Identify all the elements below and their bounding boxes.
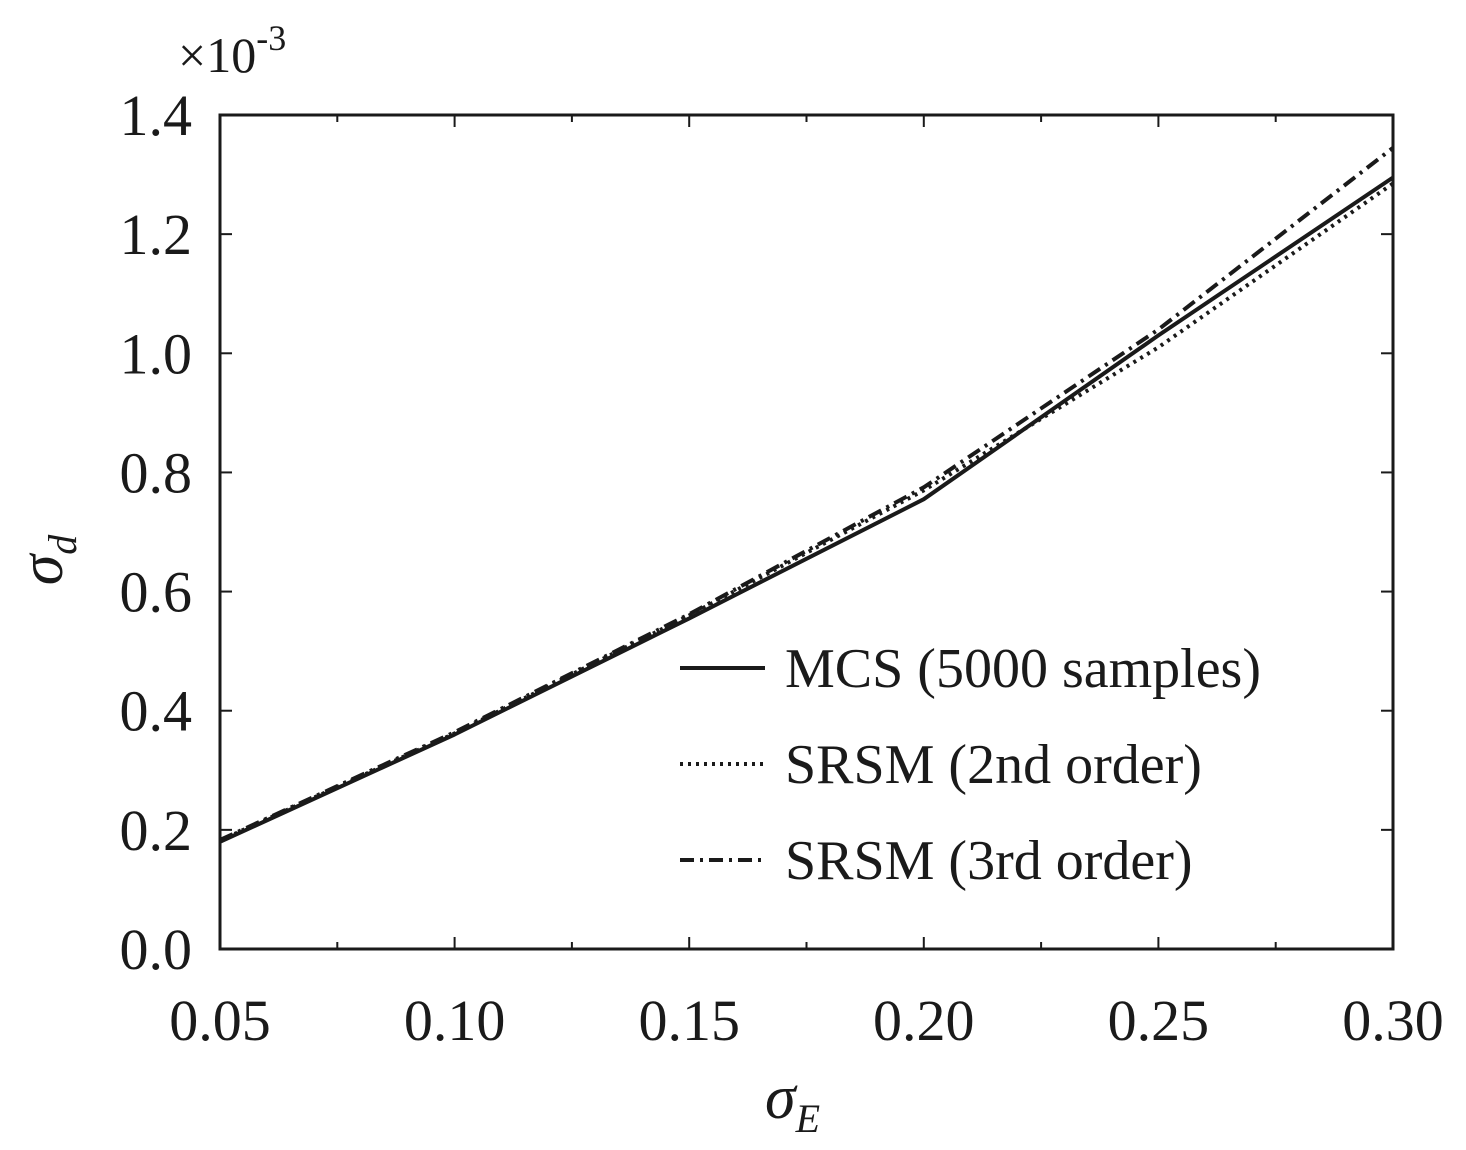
x-tick-label: 0.10 [404, 988, 506, 1053]
y-tick-label: 1.4 [120, 83, 193, 148]
y-multiplier-exponent: -3 [256, 18, 286, 58]
y-tick-labels: 0.0 0.2 0.4 0.6 0.8 1.0 1.2 1.4 [120, 83, 193, 982]
y-axis-symbol: σ [8, 552, 76, 585]
x-axis-label: σE [765, 1064, 820, 1141]
series-lines [219, 146, 1395, 844]
y-tick-label: 0.4 [120, 679, 193, 744]
y-axis-label: σd [8, 534, 85, 586]
x-tick-label: 0.15 [638, 988, 740, 1053]
legend-label: SRSM (3rd order) [785, 830, 1193, 892]
legend-label: MCS (5000 samples) [785, 638, 1261, 700]
x-tick-labels: 0.05 0.10 0.15 0.20 0.25 0.30 [169, 988, 1444, 1053]
series-line-dashdot [219, 146, 1395, 842]
y-tick-label: 1.2 [120, 202, 193, 267]
y-axis-subscript: d [40, 534, 85, 555]
x-tick-label: 0.05 [169, 988, 271, 1053]
y-tick-label: 0.6 [120, 560, 193, 625]
y-tick-label: 0.2 [120, 798, 193, 863]
y-multiplier: ×10-3 [178, 18, 286, 83]
y-tick-label: 1.0 [120, 321, 193, 386]
x-axis-symbol: σ [765, 1064, 798, 1132]
plot-frame [218, 113, 1395, 951]
legend: MCS (5000 samples) SRSM (2nd order) SRSM (… [680, 638, 1261, 892]
x-tick-label: 0.25 [1108, 988, 1210, 1053]
tick-marks [219, 114, 1394, 950]
x-axis-subscript: E [795, 1096, 820, 1141]
legend-label: SRSM (2nd order) [785, 734, 1202, 796]
y-multiplier-base: ×10 [178, 27, 256, 83]
y-tick-label: 0.8 [120, 440, 193, 505]
x-tick-label: 0.30 [1342, 988, 1444, 1053]
y-tick-label: 0.0 [120, 917, 193, 982]
x-tick-label: 0.20 [873, 988, 975, 1053]
series-line-solid [219, 175, 1395, 844]
